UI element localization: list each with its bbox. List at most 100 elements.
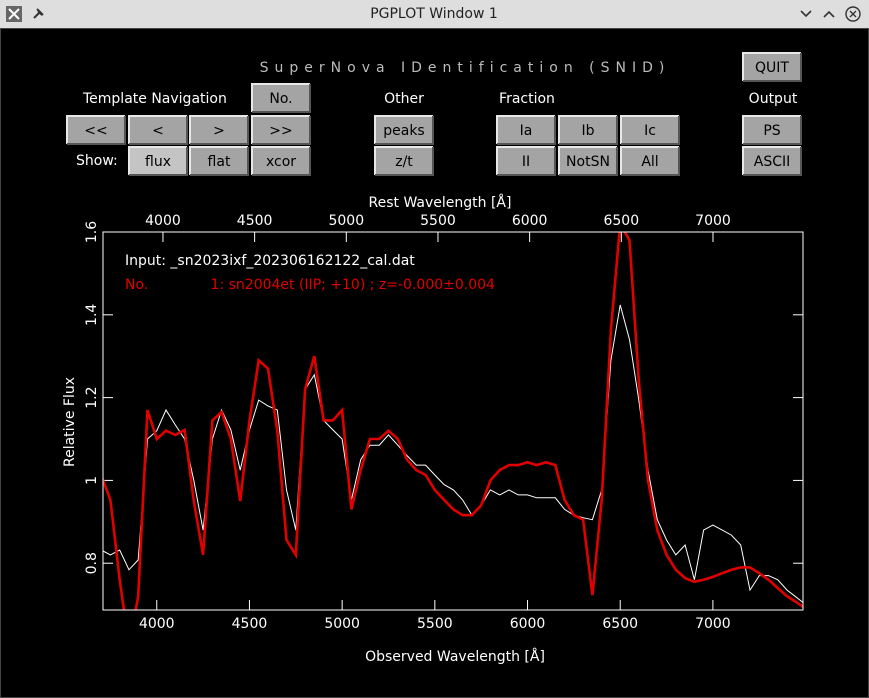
button-bevel-dark: [252, 147, 311, 176]
button-bevel-light: [620, 146, 679, 175]
button-bevel-dark: [190, 147, 249, 176]
button-face: [621, 147, 679, 175]
button[interactable]: PS: [742, 115, 802, 145]
x-tick-label: 5500: [417, 616, 453, 632]
button[interactable]: >: [189, 115, 249, 145]
button[interactable]: All: [620, 146, 680, 176]
button-bevel-light: [496, 115, 555, 144]
group-label: Fraction: [499, 91, 555, 107]
button-bevel-light: [742, 115, 801, 144]
button-label: No.: [269, 91, 292, 107]
button[interactable]: flux: [128, 146, 188, 176]
minimize-button[interactable]: [800, 10, 812, 18]
x-tick-label: 6000: [510, 616, 546, 632]
button-bevel-light: [251, 115, 310, 144]
button[interactable]: ASCII: [742, 146, 802, 176]
button-bevel-light: [251, 146, 310, 175]
button-bevel-light: [620, 115, 679, 144]
button-face: [497, 116, 555, 144]
button-face: [497, 147, 555, 175]
button-bevel-dark: [559, 116, 618, 145]
button-face: [743, 147, 801, 175]
button-label: Ib: [581, 123, 594, 139]
button-label: xcor: [266, 154, 296, 170]
button-label: QUIT: [755, 60, 789, 76]
y-tick-label: 1.6: [84, 221, 100, 243]
legend-entry: Input: _sn2023ixf_202306162122_cal.dat: [125, 253, 415, 269]
button[interactable]: xcor: [251, 146, 311, 176]
group-label: Other: [384, 91, 424, 107]
x-tick-label: 4000: [139, 616, 175, 632]
button-face: [252, 147, 310, 175]
x2-tick-label: 5500: [420, 213, 456, 229]
x2-tick-label: 7000: [695, 213, 731, 229]
x2-tick-label: 6000: [512, 213, 548, 229]
button[interactable]: peaks: [374, 115, 434, 145]
button-face: [129, 147, 187, 175]
title-bar: [0, 0, 869, 28]
button[interactable]: <<: [66, 115, 126, 145]
button[interactable]: Ia: [496, 115, 556, 145]
button-bevel-light: [496, 146, 555, 175]
button-label: flux: [145, 154, 171, 170]
button-bevel-dark: [252, 116, 311, 145]
button-label: II: [522, 154, 530, 170]
button-bevel-dark: [497, 116, 556, 145]
button[interactable]: <: [128, 115, 188, 145]
button-label: <<: [84, 123, 107, 139]
button[interactable]: Ib: [558, 115, 618, 145]
button[interactable]: No.: [251, 83, 311, 113]
button-bevel-dark: [129, 147, 188, 176]
button[interactable]: QUIT: [742, 52, 802, 82]
button-bevel-light: [66, 115, 125, 144]
spectrum-line: [103, 304, 803, 604]
y-tick-label: 1: [84, 476, 100, 485]
button[interactable]: Ic: [620, 115, 680, 145]
button-face: [743, 116, 801, 144]
button-label: z/t: [395, 154, 413, 170]
button-face: [252, 84, 310, 112]
button-bevel-dark: [497, 147, 556, 176]
button-label: >: [213, 123, 225, 139]
pin-button[interactable]: [33, 8, 44, 19]
button[interactable]: NotSN: [558, 146, 618, 176]
x-tick-label: 7000: [695, 616, 731, 632]
button-bevel-dark: [375, 147, 434, 176]
button-face: [252, 116, 310, 144]
x2-tick-label: 4000: [145, 213, 181, 229]
close-button[interactable]: [845, 6, 861, 22]
button-label: Ic: [644, 123, 656, 139]
button[interactable]: z/t: [374, 146, 434, 176]
y-tick-label: 0.8: [84, 552, 100, 574]
button-bevel-dark: [252, 84, 311, 113]
x2-axis-label: Rest Wavelength [Å]: [369, 194, 512, 211]
plot-frame: [102, 231, 804, 611]
legend-entry: No. 1: sn2004et (IIP; +10) ; z=-0.000±0.…: [125, 277, 495, 293]
button-bevel-light: [251, 83, 310, 112]
button-face: [67, 116, 125, 144]
button[interactable]: II: [496, 146, 556, 176]
window-title: PGPLOT Window 1: [370, 6, 498, 22]
group-label: Template Navigation: [82, 91, 227, 107]
button-face: [129, 116, 187, 144]
button-bevel-dark: [743, 53, 802, 82]
button-bevel-dark: [190, 116, 249, 145]
x-tick-label: 4500: [232, 616, 268, 632]
y-tick-label: 1.4: [84, 304, 100, 326]
button[interactable]: flat: [189, 146, 249, 176]
button-face: [559, 116, 617, 144]
button[interactable]: >>: [251, 115, 311, 145]
x2-tick-label: 4500: [237, 213, 273, 229]
x2-tick-label: 6500: [603, 213, 639, 229]
x-tick-label: 6500: [602, 616, 638, 632]
button-label: PS: [763, 123, 780, 139]
button-bevel-light: [374, 115, 433, 144]
button-bevel-light: [189, 146, 248, 175]
button-label: flat: [208, 154, 231, 170]
spectrum-line: [103, 232, 803, 610]
button-face: [559, 147, 617, 175]
y-axis-label: Relative Flux: [62, 377, 78, 467]
maximize-button[interactable]: [823, 10, 835, 18]
